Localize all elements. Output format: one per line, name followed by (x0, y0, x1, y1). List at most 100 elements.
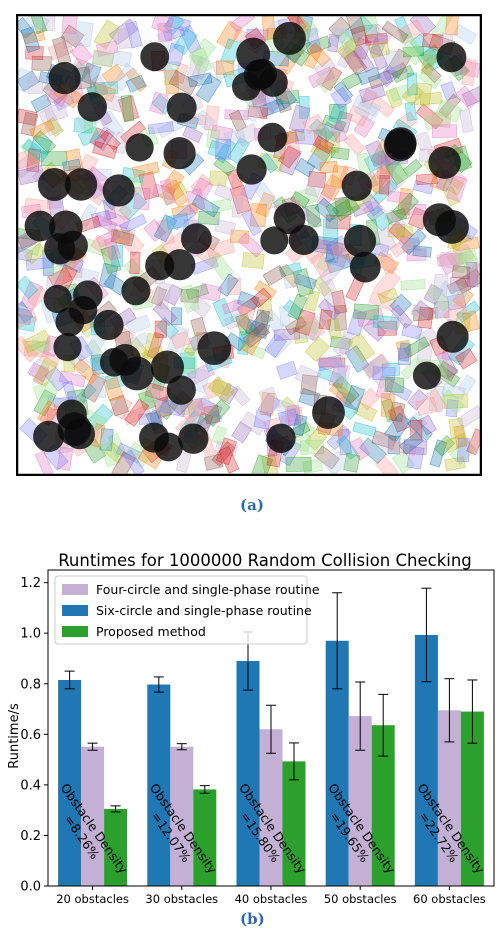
legend: Four-circle and single-phase routine Six-… (54, 575, 320, 645)
vehicle-rectangle (353, 303, 380, 321)
vehicle-rectangle (168, 204, 197, 231)
vehicle-rectangle (383, 412, 412, 443)
vehicle-rectangle (398, 431, 425, 455)
vehicle-rectangle (166, 42, 186, 67)
vehicle-rectangle (378, 253, 398, 275)
vehicle-rectangle (95, 227, 121, 248)
bar (282, 761, 306, 886)
vehicle-rectangle (391, 64, 415, 84)
vehicle-rectangle (216, 20, 243, 50)
vehicle-rectangle (394, 111, 418, 133)
circular-obstacle (43, 284, 72, 314)
vehicle-rectangle (109, 394, 130, 417)
vehicle-rectangle (239, 411, 267, 436)
vehicle-rectangle (253, 309, 270, 336)
vehicle-rectangle (328, 103, 346, 125)
legend-swatch (62, 626, 88, 637)
vehicle-rectangle (161, 169, 185, 196)
vehicle-rectangle (125, 74, 147, 93)
vehicle-rectangle (314, 197, 340, 223)
vehicle-rectangle (173, 27, 198, 56)
vehicle-rectangle (146, 331, 164, 360)
vehicle-rectangle (208, 170, 228, 187)
vehicle-rectangle (459, 108, 474, 133)
vehicle-rectangle (217, 273, 239, 297)
vehicle-rectangle (398, 342, 411, 362)
vehicle-rectangle (111, 451, 136, 476)
vehicle-rectangle (294, 186, 319, 208)
circular-obstacle (428, 146, 462, 179)
vehicle-rectangle (391, 449, 415, 474)
vehicle-rectangle (207, 375, 235, 403)
vehicle-rectangle (194, 109, 216, 131)
vehicle-rectangle (352, 94, 382, 118)
vehicle-rectangle (211, 425, 228, 446)
vehicle-rectangle (278, 144, 301, 169)
vehicle-rectangle (299, 96, 310, 119)
vehicle-rectangle (308, 118, 335, 144)
circular-obstacle (68, 295, 98, 325)
vehicle-rectangle (384, 376, 405, 394)
vehicle-rectangle (431, 124, 458, 139)
circular-obstacle (150, 350, 184, 384)
vehicle-rectangle (368, 41, 391, 59)
vehicle-rectangle (451, 265, 471, 280)
vehicle-rectangle (412, 245, 432, 258)
vehicle-rectangle (180, 397, 209, 425)
vehicle-rectangle (111, 49, 132, 68)
circular-obstacle (37, 168, 71, 201)
legend-label: Proposed method (96, 624, 206, 639)
circular-obstacle (53, 333, 82, 362)
circular-obstacle (436, 42, 467, 73)
vehicle-rectangle (381, 20, 409, 44)
vehicle-rectangle (304, 44, 323, 70)
circular-obstacle (48, 62, 81, 95)
vehicle-rectangle (125, 20, 143, 49)
circular-obstacle (33, 420, 65, 452)
circular-obstacle (64, 168, 98, 201)
legend-label: Four-circle and single-phase routine (96, 582, 320, 597)
vehicle-rectangle (187, 72, 213, 88)
caption-a: (a) (240, 496, 264, 514)
vehicle-rectangle (120, 94, 135, 122)
bar (193, 789, 217, 886)
circular-obstacle (349, 251, 381, 283)
vehicle-rectangle (328, 362, 349, 389)
circular-obstacle (145, 251, 175, 281)
vehicle-rectangle (43, 101, 69, 123)
vehicle-rectangle (137, 386, 159, 409)
circular-obstacle (178, 423, 209, 454)
vehicle-rectangle (415, 396, 438, 417)
vehicle-rectangle (38, 349, 61, 368)
x-tick-label: 20 obstacles (56, 892, 129, 906)
vehicle-rectangle (330, 146, 350, 161)
vehicle-rectangle (111, 245, 124, 267)
vehicle-rectangle (182, 125, 204, 143)
vehicle-rectangle (343, 452, 361, 473)
vehicle-rectangle (143, 218, 167, 243)
vehicle-rectangle (440, 81, 458, 101)
vehicle-rectangle (70, 42, 93, 66)
circular-obstacle (272, 21, 306, 55)
vehicle-rectangle (77, 125, 101, 147)
vehicle-rectangle (353, 401, 378, 422)
vehicle-rectangle (231, 197, 244, 218)
vehicle-rectangle (383, 169, 405, 191)
vehicle-rectangle (235, 305, 256, 331)
vehicle-rectangle (395, 225, 414, 238)
vehicle-rectangle (385, 379, 413, 402)
vehicle-rectangle (406, 445, 425, 470)
vehicle-rectangle (175, 451, 192, 474)
vehicle-rectangle (287, 293, 308, 321)
vehicle-rectangle (62, 158, 82, 172)
vehicle-rectangle (317, 354, 343, 372)
vehicle-rectangle (333, 361, 347, 384)
vehicle-rectangle (212, 297, 235, 328)
vehicle-rectangle (384, 209, 408, 233)
vehicle-rectangle (422, 33, 444, 49)
vehicle-rectangle (179, 24, 202, 54)
vehicle-rectangle (368, 291, 397, 312)
vehicle-rectangle (125, 314, 152, 335)
vehicle-rectangle (336, 36, 361, 60)
vehicle-rectangle (316, 366, 342, 385)
